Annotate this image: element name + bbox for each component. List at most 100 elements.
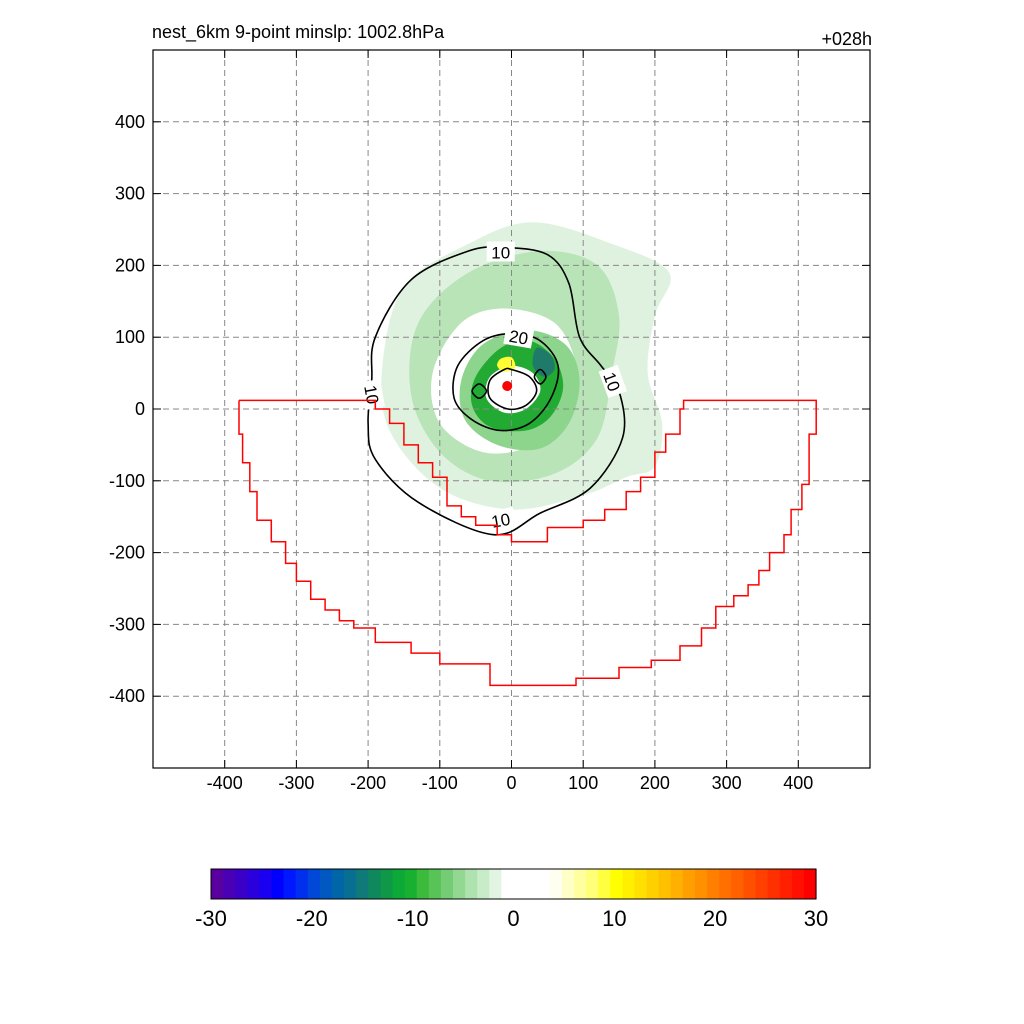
y-tick-label: -400 xyxy=(109,686,145,706)
colorbar-swatch xyxy=(743,869,757,899)
colorbar-swatch xyxy=(537,869,551,899)
y-tick-label: -200 xyxy=(109,543,145,563)
y-tick-label: -300 xyxy=(109,614,145,634)
contour-label-bg xyxy=(360,378,385,410)
x-tick-label: 200 xyxy=(640,773,670,793)
colorbar-swatch xyxy=(404,869,418,899)
contour-line-30 xyxy=(471,383,488,400)
colorbar-swatch xyxy=(477,869,490,899)
colorbar-swatch xyxy=(416,869,430,899)
colorbar-tick-label: 0 xyxy=(507,906,519,931)
colorbar-swatch xyxy=(803,869,817,899)
colorbar-swatch xyxy=(428,869,442,899)
colorbar-swatch xyxy=(791,869,805,899)
x-tick-label: -300 xyxy=(278,773,314,793)
colorbar-swatch xyxy=(695,869,708,899)
colorbar-swatch xyxy=(670,869,684,899)
marker-layer xyxy=(502,381,513,392)
x-tick-label: -100 xyxy=(422,773,458,793)
colorbar-swatch xyxy=(755,869,769,899)
boundary-layer xyxy=(238,399,817,687)
colorbar-frame xyxy=(210,868,817,900)
colorbar-swatch xyxy=(368,869,381,899)
x-tick-label: 100 xyxy=(568,773,598,793)
colorbar-swatch xyxy=(779,869,793,899)
y-tick-label: 400 xyxy=(115,112,145,132)
colorbar-swatch xyxy=(211,869,224,899)
colorbar-swatch xyxy=(549,869,563,899)
contour-label-bg xyxy=(598,364,628,398)
x-tick-label: -200 xyxy=(350,773,386,793)
colorbar-swatch xyxy=(247,869,260,899)
colorbar-tick-label: 10 xyxy=(602,906,626,931)
colorbar-swatch xyxy=(259,869,273,899)
colorbar-swatch xyxy=(658,869,672,899)
shaded-region-5 xyxy=(532,347,555,377)
colorbar-swatch xyxy=(646,869,660,899)
y-tick-label: 200 xyxy=(115,255,145,275)
x-tick-label: 400 xyxy=(783,773,813,793)
colorbar-swatch xyxy=(440,869,454,899)
shaded-field-layer xyxy=(381,222,671,510)
colorbar-swatch xyxy=(489,869,502,899)
colorbar-swatch xyxy=(295,869,309,899)
y-tick-label: 300 xyxy=(115,184,145,204)
colorbar-swatch xyxy=(465,869,478,899)
colorbar-swatch xyxy=(453,869,466,899)
colorbar-swatch xyxy=(561,869,575,899)
contour-line-20 xyxy=(452,332,560,432)
colorbar-swatch xyxy=(634,869,648,899)
contour-line-10 xyxy=(367,246,626,536)
boundary-outline xyxy=(238,399,817,687)
shaded-region-7 xyxy=(497,356,516,372)
colorbar-tick-label: 30 xyxy=(804,906,828,931)
x-tick-label: 300 xyxy=(712,773,742,793)
contour-label: 20 xyxy=(508,327,530,349)
colorbar-swatch xyxy=(707,869,720,899)
colorbar-swatch xyxy=(223,869,236,899)
colorbar-swatch xyxy=(392,869,406,899)
y-tick-label: -100 xyxy=(109,471,145,491)
contour-line-30 xyxy=(487,367,538,411)
colorbar-swatch xyxy=(731,869,744,899)
colorbar-tick-label: -30 xyxy=(195,906,227,931)
colorbar-swatch xyxy=(610,869,623,899)
colorbar: -30 -20 -10 0 10 20 30 xyxy=(195,868,828,931)
contour-label-bg xyxy=(486,241,515,262)
colorbar-tick-label: -10 xyxy=(397,906,429,931)
colorbar-swatch xyxy=(767,869,781,899)
colorbar-swatch xyxy=(344,869,357,899)
colorbar-swatch xyxy=(235,869,248,899)
x-tick-label: 0 xyxy=(506,773,516,793)
colorbar-swatch xyxy=(513,869,527,899)
y-tick-label: 100 xyxy=(115,327,145,347)
colorbar-swatch xyxy=(271,869,285,899)
contour-label: 10 xyxy=(490,510,512,532)
contour-line-30 xyxy=(533,368,547,385)
forecast-hour-label: +028h xyxy=(821,29,872,49)
colorbar-swatch xyxy=(501,869,515,899)
x-tick-label: -400 xyxy=(207,773,243,793)
colorbar-swatch xyxy=(574,869,587,899)
colorbar-swatch xyxy=(525,869,539,899)
contour-label: 10 xyxy=(360,384,382,406)
contour-label: 10 xyxy=(491,243,510,262)
colorbar-swatch xyxy=(332,869,345,899)
colorbar-swatch xyxy=(598,869,611,899)
colorbar-swatch xyxy=(307,869,321,899)
colorbar-swatch xyxy=(319,869,333,899)
shaded-region-6 xyxy=(485,365,541,414)
colorbar-swatch xyxy=(356,869,369,899)
colorbar-swatch xyxy=(622,869,636,899)
colorbar-tick-label: 20 xyxy=(703,906,727,931)
colorbar-swatch xyxy=(719,869,732,899)
storm-center-marker xyxy=(502,381,513,392)
colorbar-swatch xyxy=(586,869,599,899)
colorbar-swatch xyxy=(682,869,696,899)
chart-title: nest_6km 9-point minslp: 1002.8hPa xyxy=(152,22,445,43)
contour-label-bg xyxy=(503,323,535,349)
y-tick-label: 0 xyxy=(135,399,145,419)
